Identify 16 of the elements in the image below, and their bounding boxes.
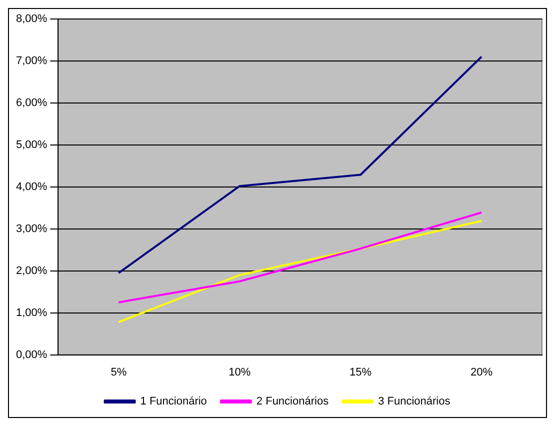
legend-label: 1 Funcionário (140, 396, 207, 408)
x-tick-label: 15% (350, 366, 372, 378)
legend-label: 3 Funcionários (378, 396, 451, 408)
x-tick-label: 20% (470, 366, 493, 378)
y-tick-label: 5,00% (16, 138, 48, 151)
x-tick-label: 10% (228, 366, 251, 378)
y-tick-label: 2,00% (16, 264, 48, 277)
y-tick-label: 3,00% (16, 222, 48, 235)
x-tick-label: 5% (110, 366, 127, 378)
y-tick-label: 7,00% (16, 55, 48, 68)
legend-label: 2 Funcionários (256, 396, 330, 408)
y-tick-label: 4,00% (16, 180, 48, 193)
y-tick-label: 0,00% (16, 348, 48, 361)
y-tick-label: 8,00% (16, 13, 48, 26)
y-tick-label: 1,00% (16, 306, 48, 319)
y-tick-label: 6,00% (16, 96, 48, 109)
